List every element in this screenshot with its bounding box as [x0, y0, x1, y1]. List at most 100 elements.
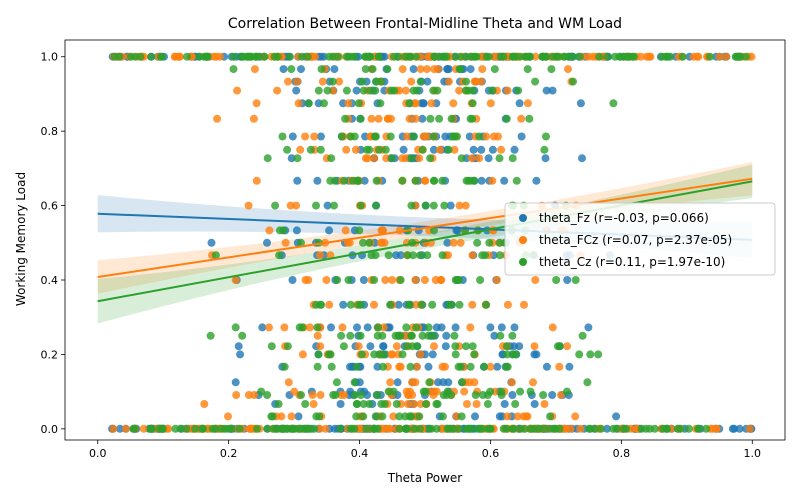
- data-point: [484, 154, 493, 163]
- data-point: [387, 114, 395, 123]
- data-point: [424, 331, 433, 340]
- data-point: [475, 154, 484, 163]
- data-point: [493, 362, 502, 371]
- data-point: [456, 238, 465, 247]
- data-point: [283, 145, 292, 154]
- data-point: [430, 387, 439, 396]
- data-point: [288, 132, 297, 141]
- data-point: [301, 400, 310, 408]
- data-point: [417, 300, 426, 309]
- data-point: [576, 99, 585, 108]
- data-point: [244, 201, 253, 210]
- data-point: [542, 132, 550, 141]
- data-point: [430, 226, 438, 235]
- data-point: [407, 331, 416, 340]
- data-point: [510, 145, 519, 154]
- data-point: [354, 99, 363, 108]
- data-point: [406, 362, 415, 371]
- data-point: [480, 362, 489, 371]
- legend-label: theta_Cz (r=0.11, p=1.97e-10): [539, 255, 725, 269]
- data-point: [490, 331, 499, 340]
- data-point: [405, 52, 414, 61]
- data-point: [336, 400, 345, 408]
- data-point: [539, 424, 548, 433]
- data-point: [200, 400, 209, 408]
- data-point: [416, 350, 425, 359]
- data-point: [191, 424, 200, 433]
- data-point: [239, 52, 248, 61]
- data-point: [438, 176, 447, 185]
- data-point: [350, 132, 359, 141]
- y-axis-label: Working Memory Load: [14, 172, 28, 306]
- data-point: [512, 176, 521, 185]
- data-point: [470, 350, 479, 359]
- data-point: [418, 145, 427, 154]
- data-point: [312, 300, 321, 309]
- data-point: [270, 52, 279, 61]
- data-point: [157, 52, 165, 61]
- data-point: [468, 99, 477, 108]
- data-point: [401, 154, 410, 163]
- data-point: [415, 424, 424, 433]
- data-point: [231, 276, 240, 284]
- data-point: [500, 400, 509, 408]
- data-point: [548, 86, 557, 95]
- data-point: [371, 86, 380, 95]
- data-point: [565, 362, 574, 371]
- data-point: [708, 424, 717, 433]
- data-point: [684, 424, 693, 433]
- data-point: [735, 52, 744, 61]
- data-point: [419, 99, 428, 108]
- data-point: [469, 145, 478, 154]
- regression-line-2: [97, 180, 753, 303]
- data-point: [411, 276, 420, 284]
- data-point: [418, 331, 427, 340]
- data-point: [327, 154, 336, 163]
- data-point: [147, 424, 156, 433]
- data-point: [129, 424, 138, 433]
- data-point: [398, 350, 407, 359]
- data-point: [313, 362, 322, 371]
- data-point: [253, 424, 262, 433]
- data-point: [254, 52, 263, 61]
- legend-marker: [519, 214, 527, 222]
- data-point: [354, 342, 363, 351]
- data-point: [337, 331, 346, 340]
- data-point: [353, 400, 361, 408]
- data-point: [326, 350, 335, 359]
- data-point: [462, 77, 471, 86]
- plot-frame: [64, 39, 786, 441]
- data-point: [250, 391, 259, 399]
- data-point: [363, 154, 372, 163]
- data-point: [482, 132, 491, 141]
- data-point: [277, 412, 286, 421]
- data-point: [284, 378, 293, 387]
- data-point: [557, 391, 565, 399]
- data-point: [438, 362, 447, 371]
- data-point: [427, 99, 436, 108]
- data-point: [523, 65, 532, 74]
- data-point: [287, 412, 296, 421]
- data-point: [423, 77, 432, 86]
- data-point: [542, 86, 551, 95]
- data-point: [694, 424, 703, 433]
- data-point: [495, 154, 504, 163]
- data-point: [462, 342, 470, 351]
- data-point: [233, 86, 242, 95]
- data-point: [121, 424, 130, 433]
- data-point: [252, 176, 261, 185]
- data-point: [611, 52, 619, 61]
- data-point: [399, 145, 408, 154]
- data-point: [530, 400, 539, 408]
- data-point: [401, 412, 410, 421]
- data-point: [370, 424, 379, 433]
- data-point: [745, 424, 754, 433]
- data-point: [595, 52, 604, 61]
- data-point: [286, 201, 295, 210]
- data-point: [392, 400, 401, 408]
- data-point: [486, 387, 495, 396]
- data-point: [404, 400, 412, 408]
- data-point: [507, 378, 516, 387]
- data-point: [405, 300, 414, 309]
- data-point: [359, 238, 367, 247]
